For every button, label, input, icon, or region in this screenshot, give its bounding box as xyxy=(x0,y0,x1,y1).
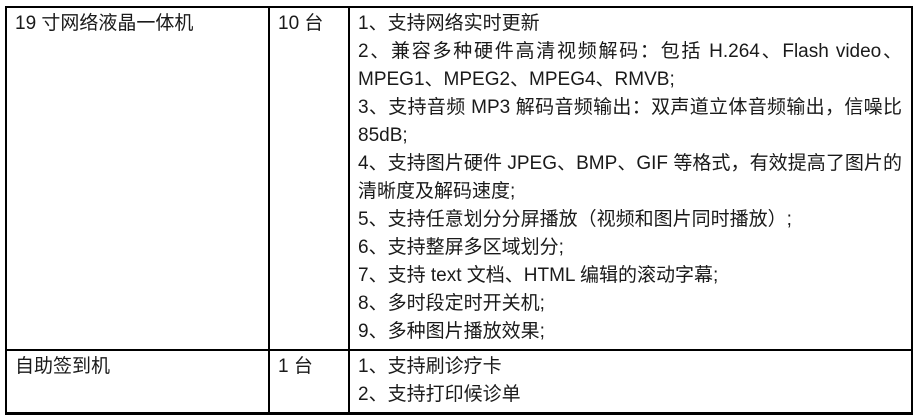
product-name-cell: 19 寸网络液晶一体机 xyxy=(5,6,270,351)
feature-item: 6、支持整屏多区域划分; xyxy=(358,237,564,258)
feature-item: 9、多种图片播放效果; xyxy=(358,321,545,342)
product-spec-table: 19 寸网络液晶一体机 10 台 1、支持网络实时更新 2、兼容多种硬件高清视频… xyxy=(5,6,913,415)
feature-item: 4、支持图片硬件 JPEG、BMP、GIF 等格式，有效提高了图片的清晰度及解码… xyxy=(358,153,902,202)
feature-item: 2、兼容多种硬件高清视频解码：包括 H.264、Flash video、MPEG… xyxy=(358,41,902,90)
quantity-cell: 1 台 xyxy=(268,349,350,415)
features-cell: 1、支持刷诊疗卡 2、支持打印候诊单 xyxy=(348,349,913,415)
table-row: 自助签到机 1 台 1、支持刷诊疗卡 2、支持打印候诊单 xyxy=(5,349,913,415)
product-name-cell: 自助签到机 xyxy=(5,349,270,415)
feature-item: 8、多时段定时开关机; xyxy=(358,293,545,314)
quantity-cell: 10 台 xyxy=(268,6,350,351)
feature-item: 1、支持网络实时更新 xyxy=(358,13,540,34)
feature-item: 2、支持打印候诊单 xyxy=(358,384,521,405)
feature-item: 3、支持音频 MP3 解码音频输出：双声道立体音频输出，信噪比 85dB; xyxy=(358,97,902,146)
product-name: 19 寸网络液晶一体机 xyxy=(15,13,194,34)
product-name: 自助签到机 xyxy=(15,356,111,377)
table-row: 19 寸网络液晶一体机 10 台 1、支持网络实时更新 2、兼容多种硬件高清视频… xyxy=(5,6,913,351)
feature-item: 1、支持刷诊疗卡 xyxy=(358,356,502,377)
feature-item: 7、支持 text 文档、HTML 编辑的滚动字幕; xyxy=(358,265,719,286)
quantity-value: 10 台 xyxy=(278,13,324,34)
quantity-value: 1 台 xyxy=(278,356,313,377)
features-cell: 1、支持网络实时更新 2、兼容多种硬件高清视频解码：包括 H.264、Flash… xyxy=(348,6,913,351)
feature-item: 5、支持任意划分分屏播放（视频和图片同时播放）; xyxy=(358,209,792,230)
